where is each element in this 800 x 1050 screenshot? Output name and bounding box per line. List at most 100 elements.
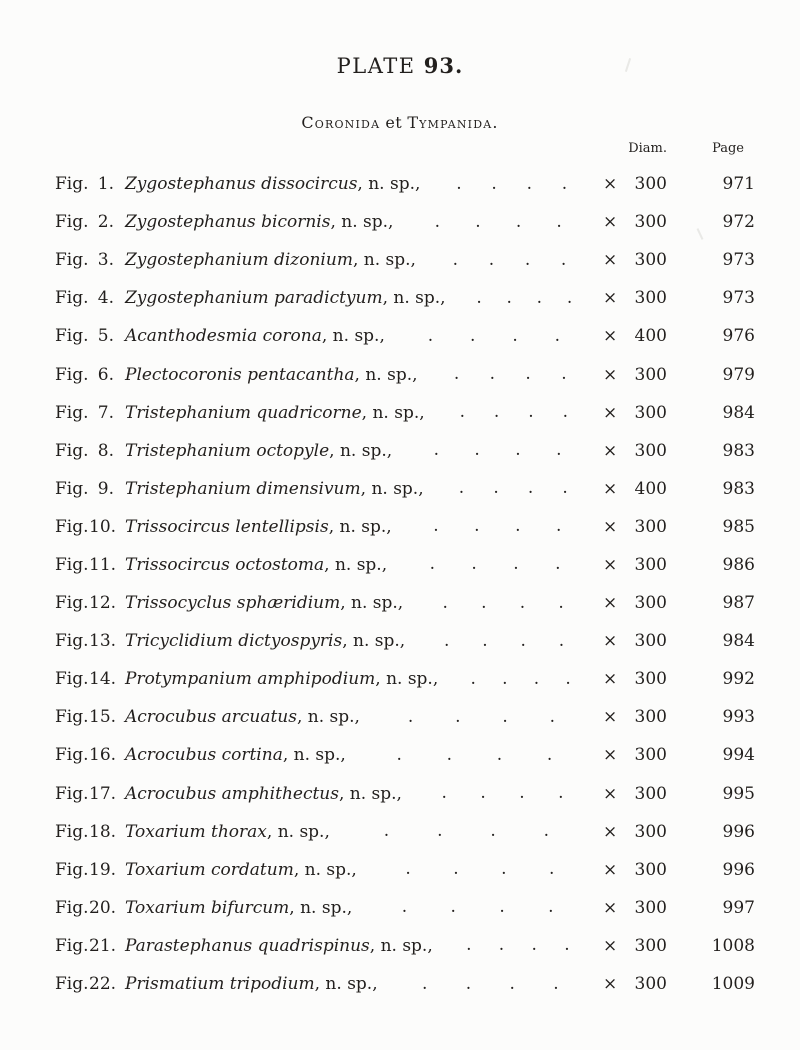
multiplication-sign: × (603, 935, 618, 956)
species-entry: Zygostephanus bicornis, n. sp., (125, 212, 393, 232)
magnification-value: 400 (634, 326, 667, 347)
species-suffix: , n. sp., (296, 707, 360, 728)
plate-title-number: 93. (423, 53, 464, 78)
species-name: Acanthodesmia corona (125, 326, 322, 347)
leader-dots: .... (425, 404, 603, 421)
magnification-value: 400 (634, 478, 667, 499)
leader-dot: . (519, 594, 526, 612)
magnification: × 300 (603, 288, 667, 308)
magnification: × 300 (603, 936, 667, 956)
page-number: 985 (722, 516, 755, 537)
leader-dot: . (465, 975, 472, 993)
leader-dot: . (515, 213, 522, 231)
magnification: × 400 (603, 326, 667, 346)
species-suffix: , n. sp., (328, 516, 392, 537)
figure-label: Fig. (55, 897, 89, 918)
species-suffix: , n. sp., (360, 478, 424, 499)
figure-list: Diam. Page Fig. 1. Zygostephanus dissoci… (55, 141, 755, 1003)
species-suffix: , n. sp., (324, 554, 388, 575)
leader-dot: . (561, 175, 568, 193)
magnification: × 400 (603, 479, 667, 499)
species-name: Parastephanus quadrispinus (125, 935, 370, 956)
figure-number: 8. (97, 440, 114, 461)
multiplication-sign: × (603, 631, 618, 652)
figure-label: Fig. (55, 288, 89, 309)
magnification: × 300 (603, 517, 667, 537)
subtitle-family-2: Tympanida. (407, 113, 499, 132)
figure-row: Fig. 12. Trissocyclus sphæridium, n. sp.… (55, 584, 755, 622)
page-number: 994 (722, 745, 755, 766)
figure-number: 1. (97, 174, 114, 195)
species-suffix: , n. sp., (282, 745, 346, 766)
page-number: 996 (722, 821, 755, 842)
leader-dot: . (459, 404, 465, 422)
species-entry: Tristephanium octopyle, n. sp., (125, 441, 392, 461)
leader-dots: .... (378, 976, 603, 993)
species-entry: Acrocubus arcuatus, n. sp., (125, 707, 360, 727)
leader-dot: . (401, 899, 408, 917)
figure-row: Fig. 20. Toxarium bifurcum, n. sp., ....… (55, 889, 755, 927)
leader-dot: . (474, 518, 480, 536)
leader-dot: . (558, 632, 565, 650)
figure-label: Fig. (55, 631, 89, 652)
magnification-value: 300 (634, 250, 667, 271)
figure-number: 10. (89, 516, 117, 537)
species-name: Zygostephanium paradictyum (125, 288, 383, 309)
page-number: 992 (722, 669, 755, 690)
figure-row: Fig. 7. Tristephanium quadricorne, n. sp… (55, 394, 755, 432)
page-number: 973 (722, 288, 755, 309)
figure-number: 9. (97, 478, 114, 499)
magnification-value: 300 (634, 554, 667, 575)
multiplication-sign: × (603, 669, 618, 690)
leader-dot: . (502, 708, 508, 726)
leader-dot: . (466, 937, 472, 955)
figure-number: 17. (89, 783, 117, 804)
leader-dots: .... (420, 176, 603, 193)
multiplication-sign: × (603, 593, 618, 614)
species-name: Tristephanium octopyle (125, 440, 330, 461)
species-entry: Acanthodesmia corona, n. sp., (125, 326, 385, 346)
figure-row: Fig. 4. Zygostephanium paradictyum, n. s… (55, 279, 755, 317)
leader-dot: . (556, 213, 562, 231)
figure-row: Fig. 17. Acrocubus amphithectus, n. sp.,… (55, 775, 755, 813)
species-suffix: , n. sp., (382, 288, 446, 309)
magnification: × 300 (603, 441, 667, 461)
magnification-value: 300 (634, 821, 667, 842)
leader-dot: . (531, 937, 537, 955)
plate-title: PLATE 93. (0, 53, 800, 78)
leader-dot: . (554, 327, 561, 345)
figure-row: Fig. 5. Acanthodesmia corona, n. sp., ..… (55, 317, 755, 355)
figure-label: Fig. (55, 212, 89, 233)
species-entry: Tristephanium quadricorne, n. sp., (125, 403, 425, 423)
multiplication-sign: × (603, 783, 618, 804)
multiplication-sign: × (603, 821, 618, 842)
magnification: × 300 (603, 631, 667, 651)
page-number: 976 (722, 326, 755, 347)
leader-dot: . (501, 861, 507, 879)
species-name: Acrocubus arcuatus (125, 707, 297, 728)
figure-label: Fig. (55, 593, 89, 614)
page-number: 979 (722, 364, 755, 385)
page-number: 997 (722, 897, 755, 918)
column-headers: Diam. Page (55, 141, 755, 165)
leader-dot: . (565, 670, 571, 688)
figure-row: Fig. 19. Toxarium cordatum, n. sp., ....… (55, 851, 755, 889)
plate-title-word: PLATE (336, 54, 416, 78)
magnification-value: 300 (634, 745, 667, 766)
leader-dot: . (556, 518, 562, 536)
figure-label: Fig. (55, 364, 89, 385)
leader-dots: .... (393, 214, 603, 231)
species-suffix: , n. sp., (329, 440, 393, 461)
leader-dots: .... (433, 937, 603, 954)
species-suffix: , n. sp., (354, 364, 418, 385)
figure-row: Fig. 18. Toxarium thorax, n. sp., .... ×… (55, 813, 755, 851)
leader-dot: . (482, 632, 488, 650)
page-number: 983 (722, 440, 755, 461)
magnification-value: 300 (634, 440, 667, 461)
species-name: Tristephanium dimensivum (125, 478, 361, 499)
magnification: × 300 (603, 974, 667, 994)
multiplication-sign: × (603, 250, 618, 271)
leader-dots: .... (446, 290, 603, 307)
leader-dots: .... (392, 518, 603, 535)
